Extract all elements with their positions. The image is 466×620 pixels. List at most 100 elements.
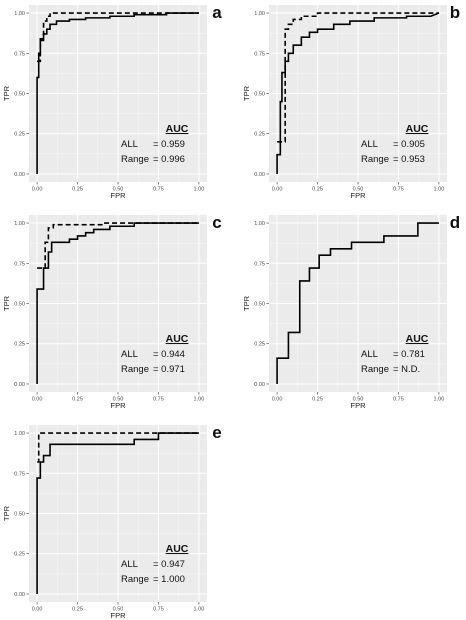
y-tick-label: 0.25: [14, 342, 25, 348]
panel-e: 0.00 0.25 0.50 0.75 1.00 0.00 0.25 0.50 0.75 1.00…: [2, 423, 222, 620]
auc-row-value: = N.D.: [393, 364, 420, 375]
y-tick-label: 1.00: [254, 11, 265, 17]
auc-row-value: = 0.971: [153, 364, 185, 375]
panel-label: c: [212, 213, 221, 232]
x-tick-label: 1.00: [194, 397, 205, 403]
x-axis-title: FPR: [111, 611, 127, 620]
auc-row-label: ALL: [121, 559, 138, 570]
x-tick-label: 0.00: [32, 607, 43, 613]
auc-row-label: ALL: [361, 349, 378, 360]
panel-label: d: [450, 213, 460, 232]
y-tick-label: 0.25: [254, 132, 265, 138]
y-axis-title: TPR: [2, 85, 11, 101]
y-tick-label: 1.00: [254, 221, 265, 227]
y-tick-label: 0.75: [254, 261, 265, 267]
y-tick-label: 0.50: [254, 92, 265, 98]
auc-row-label: ALL: [361, 139, 378, 150]
x-tick-label: 0.25: [312, 397, 323, 403]
roc-curve-solid: [36, 432, 199, 594]
auc-row-value: = 0.905: [393, 139, 425, 150]
x-tick-label: 1.00: [194, 187, 205, 193]
x-tick-label: 1.00: [434, 187, 445, 193]
panel-label: b: [450, 3, 460, 22]
x-tick-label: 0.50: [113, 397, 124, 403]
roc-curve-solid: [276, 12, 440, 174]
x-tick-label: 0.50: [353, 397, 364, 403]
y-tick-label: 0.00: [14, 592, 25, 598]
x-tick-label: 0.75: [153, 397, 164, 403]
auc-row-value: = 0.781: [393, 349, 425, 360]
y-axis-title: TPR: [242, 295, 251, 311]
panel-a: 0.00 0.25 0.50 0.75 1.00 0.00 0.25 0.50 0.75 1.00…: [2, 3, 222, 200]
x-tick-label: 0.25: [312, 187, 323, 193]
auc-row-label: Range: [121, 154, 149, 165]
panel-c: 0.00 0.25 0.50 0.75 1.00 0.00 0.25 0.50 0.75 1.00…: [2, 213, 222, 410]
y-tick-label: 0.75: [14, 51, 25, 57]
auc-row-value: = 0.953: [393, 154, 425, 165]
roc-curve-dashed: [37, 432, 199, 463]
x-axis-title: FPR: [111, 401, 127, 410]
auc-row-label: Range: [361, 154, 389, 165]
panel-d: 0.00 0.25 0.50 0.75 1.00 0.00 0.25 0.50 0.75 1.00…: [242, 213, 460, 410]
x-tick-label: 0.75: [153, 607, 164, 613]
y-axis-title: TPR: [2, 505, 11, 521]
roc-curve-dashed: [37, 12, 199, 63]
auc-row-value: = 0.947: [153, 559, 185, 570]
x-tick-label: 1.00: [434, 397, 445, 403]
auc-row-label: ALL: [121, 139, 138, 150]
x-tick-label: 1.00: [194, 607, 205, 613]
x-axis-title: FPR: [351, 191, 367, 200]
y-tick-label: 0.50: [254, 302, 265, 308]
x-tick-label: 0.00: [272, 397, 283, 403]
y-tick-label: 0.25: [254, 342, 265, 348]
x-tick-label: 0.25: [72, 397, 83, 403]
y-tick-label: 0.00: [14, 172, 25, 178]
y-tick-label: 0.00: [14, 382, 25, 388]
auc-row-value: = 0.944: [153, 349, 185, 360]
y-tick-label: 0.75: [14, 471, 25, 477]
x-tick-label: 0.25: [72, 187, 83, 193]
y-tick-label: 1.00: [14, 431, 25, 437]
auc-heading: AUC: [166, 543, 189, 555]
x-tick-label: 0.50: [113, 187, 124, 193]
roc-curve-dashed: [277, 12, 439, 143]
y-tick-label: 0.00: [254, 172, 265, 178]
y-tick-label: 0.25: [14, 552, 25, 558]
x-tick-label: 0.00: [32, 397, 43, 403]
x-tick-label: 0.50: [113, 607, 124, 613]
auc-heading: AUC: [166, 333, 189, 345]
x-axis-title: FPR: [111, 191, 127, 200]
auc-row-label: Range: [361, 364, 389, 375]
auc-heading: AUC: [166, 123, 189, 135]
y-tick-label: 0.25: [14, 132, 25, 138]
y-tick-label: 0.75: [254, 51, 265, 57]
y-tick-label: 1.00: [14, 11, 25, 17]
x-tick-label: 0.00: [32, 187, 43, 193]
auc-heading: AUC: [406, 123, 429, 135]
panel-label: e: [212, 423, 221, 442]
auc-row-value: = 0.959: [153, 139, 185, 150]
x-tick-label: 0.75: [153, 187, 164, 193]
y-axis-title: TPR: [2, 295, 11, 311]
auc-row-value: = 0.996: [153, 154, 185, 165]
panel-b: 0.00 0.25 0.50 0.75 1.00 0.00 0.25 0.50 0.75 1.00…: [242, 3, 460, 200]
x-tick-label: 0.75: [393, 397, 404, 403]
y-tick-label: 0.75: [14, 261, 25, 267]
y-axis-title: TPR: [242, 85, 251, 101]
auc-heading: AUC: [406, 333, 429, 345]
x-tick-label: 0.50: [353, 187, 364, 193]
roc-curve-solid: [276, 222, 439, 384]
y-tick-label: 0.00: [254, 382, 265, 388]
auc-row-label: ALL: [121, 349, 138, 360]
y-tick-label: 0.50: [14, 92, 25, 98]
x-tick-label: 0.00: [272, 187, 283, 193]
y-tick-label: 0.50: [14, 512, 25, 518]
panel-label: a: [212, 3, 222, 22]
x-tick-label: 0.75: [393, 187, 404, 193]
x-tick-label: 0.25: [72, 607, 83, 613]
auc-row-label: Range: [121, 574, 149, 585]
x-axis-title: FPR: [351, 401, 367, 410]
y-tick-label: 0.50: [14, 302, 25, 308]
roc-curve-dashed: [37, 222, 199, 269]
